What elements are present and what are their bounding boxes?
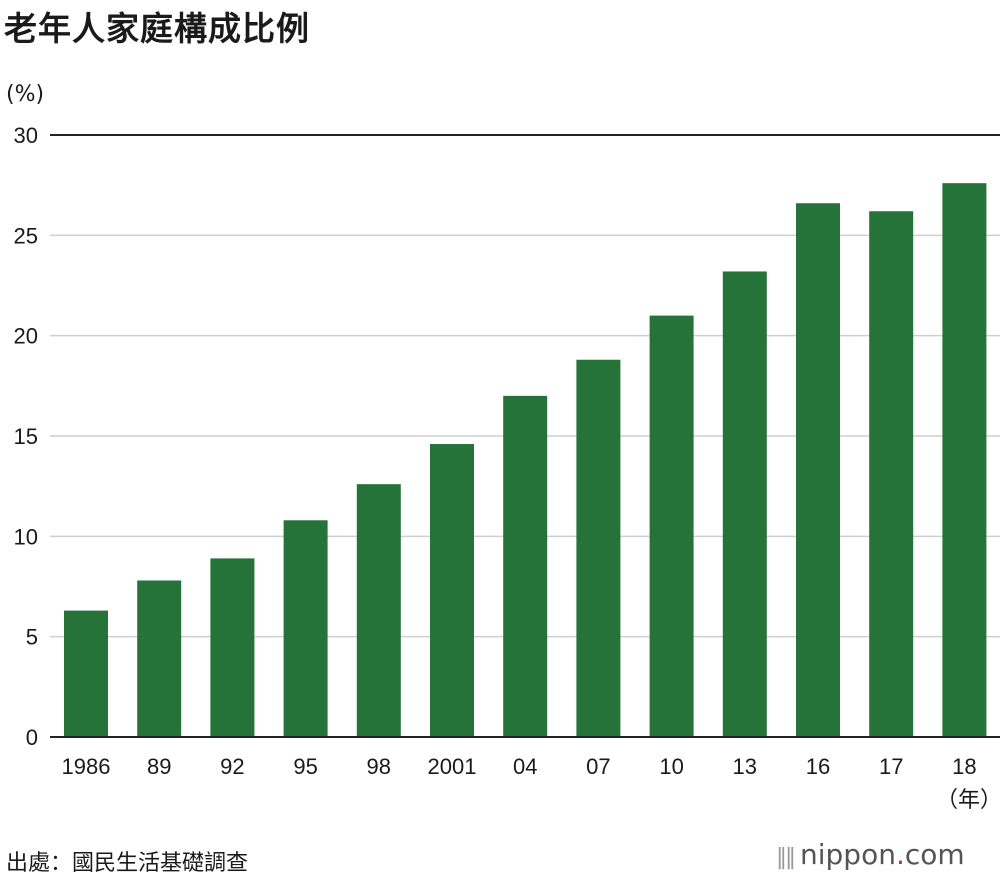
x-tick-label: 18: [952, 754, 976, 779]
bar: [137, 580, 182, 737]
y-tick-label: 0: [26, 725, 38, 750]
source-note: 出處：國民生活基礎調查: [6, 851, 249, 876]
bar: [210, 558, 255, 737]
bar: [576, 359, 621, 737]
y-tick-label: 25: [14, 223, 38, 248]
bar: [649, 315, 694, 737]
y-tick-label: 5: [26, 625, 38, 650]
nippon-logo: ‖‖ nippon.com: [776, 838, 965, 871]
x-tick-label: 17: [879, 754, 903, 779]
bar: [64, 610, 108, 737]
x-tick-label: 04: [513, 754, 537, 779]
logo-suffix: com: [904, 838, 965, 871]
y-tick-label: 15: [14, 424, 38, 449]
y-tick-label: 30: [14, 123, 38, 148]
chart-title: 老年人家庭構成比例: [4, 9, 310, 48]
x-axis-unit-label: （年）: [936, 788, 1000, 813]
bar: [430, 444, 474, 737]
x-tick-label: 1986: [62, 754, 111, 779]
logo-dot: .: [895, 838, 905, 871]
bar: [356, 484, 401, 737]
y-tick-label: 20: [14, 324, 38, 349]
bar: [942, 183, 987, 737]
x-tick-label: 2001: [428, 754, 477, 779]
bar: [722, 271, 767, 737]
y-tick-label: 10: [14, 524, 38, 549]
logo-mark-icon: ‖‖: [776, 845, 796, 870]
x-tick-label: 16: [806, 754, 830, 779]
x-tick-label: 95: [293, 754, 317, 779]
bar: [796, 203, 840, 737]
x-tick-label: 89: [147, 754, 171, 779]
x-tick-label: 10: [659, 754, 683, 779]
x-tick-label: 13: [733, 754, 757, 779]
y-axis-unit-label: (%): [6, 82, 45, 107]
x-tick-label: 92: [220, 754, 244, 779]
bar: [283, 520, 328, 737]
x-tick-label: 98: [367, 754, 391, 779]
bar: [869, 211, 914, 738]
logo-name: nippon: [800, 838, 896, 871]
x-tick-label: 07: [586, 754, 610, 779]
bar: [503, 395, 548, 737]
